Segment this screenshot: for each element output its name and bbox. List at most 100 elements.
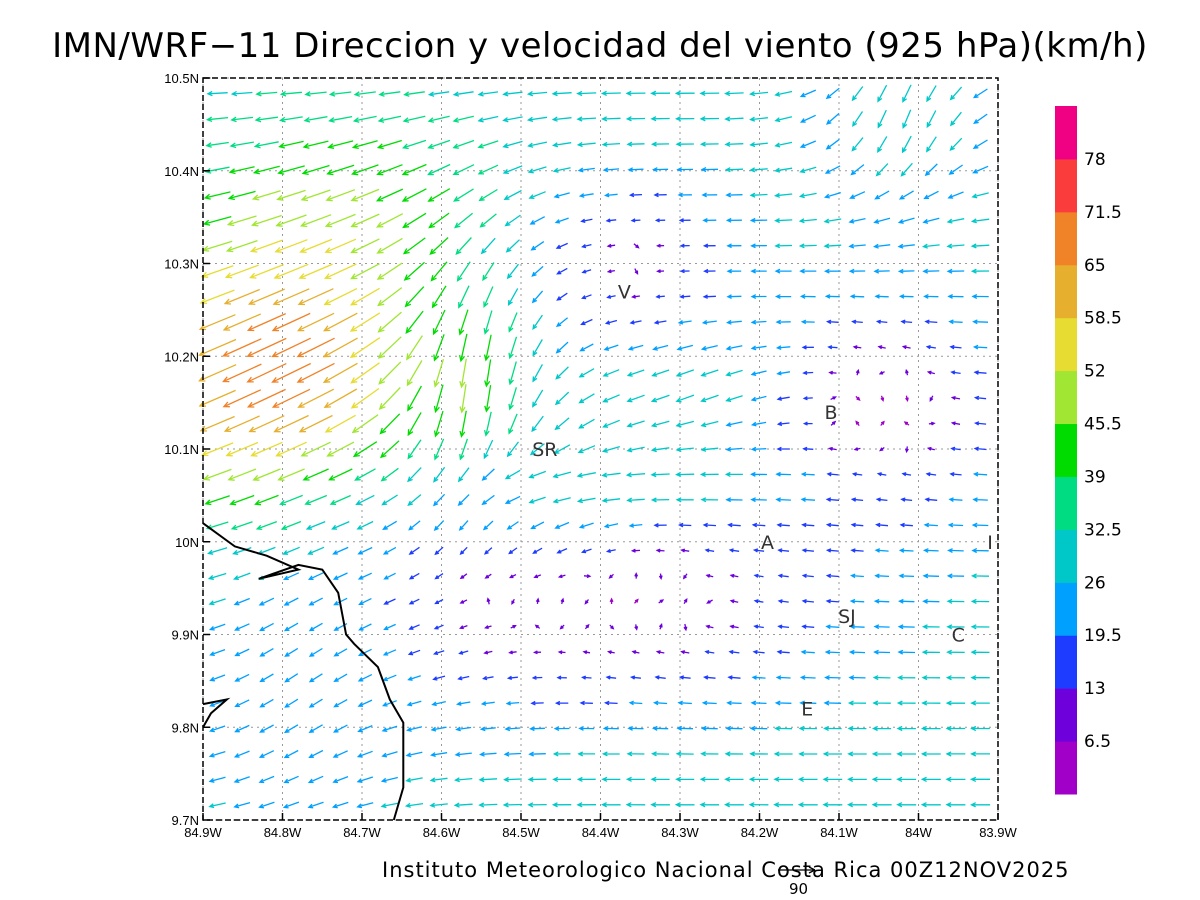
wind-arrow [580, 548, 592, 554]
wind-arrow [554, 700, 569, 706]
wind-arrow [332, 724, 348, 733]
wind-arrow [253, 141, 279, 149]
wind-arrow [627, 167, 644, 173]
wind-arrow [479, 726, 496, 732]
x-tick-label: 84.2W [741, 825, 779, 840]
wind-arrow [381, 751, 398, 758]
wind-arrow [655, 294, 665, 299]
wind-arrow [922, 598, 940, 604]
wind-arrow [459, 573, 468, 580]
wind-arrow [452, 164, 475, 175]
wind-arrow [625, 802, 646, 808]
city-label: I [987, 532, 993, 554]
wind-arrow [551, 116, 572, 122]
wind-arrow [283, 775, 299, 784]
wind-arrow [259, 648, 274, 657]
wind-arrow [896, 802, 917, 808]
wind-arrow [699, 141, 719, 147]
wind-arrow [922, 548, 939, 553]
wind-arrow [926, 370, 935, 375]
wind-arrow [851, 137, 864, 152]
wind-arrow [602, 726, 619, 731]
wind-arrow [852, 345, 862, 350]
wind-arrow [296, 312, 335, 332]
wind-arrow [726, 268, 742, 274]
x-tick-label: 84.7W [343, 825, 381, 840]
wind-arrow [928, 421, 936, 426]
wind-arrow [578, 522, 594, 529]
wind-arrow [603, 344, 619, 351]
wind-arrow [355, 494, 375, 505]
wind-arrow [403, 261, 425, 281]
wind-arrow [405, 310, 424, 334]
wind-arrow [584, 599, 590, 605]
wind-arrow [851, 319, 863, 324]
wind-arrow [527, 776, 547, 782]
wind-arrow [726, 319, 742, 325]
wind-arrow [880, 395, 885, 402]
wind-arrow [650, 420, 670, 428]
wind-arrow [581, 269, 592, 274]
wind-arrow [601, 141, 621, 147]
wind-arrow [433, 359, 445, 388]
wind-arrow [509, 574, 517, 579]
wind-arrow [607, 650, 615, 655]
wind-arrow [773, 802, 794, 808]
wind-arrow [774, 294, 792, 299]
wind-arrow [405, 751, 423, 758]
wind-arrow [872, 700, 891, 706]
wind-arrow [922, 624, 940, 630]
wind-arrow [799, 140, 817, 149]
wind-arrow [945, 725, 966, 732]
wind-arrow [323, 288, 358, 306]
wind-arrow [532, 314, 543, 331]
wind-arrow [478, 777, 498, 783]
wind-arrow [749, 192, 768, 198]
wind-arrow [505, 239, 520, 253]
wind-arrow [349, 312, 381, 332]
wind-arrow [227, 468, 257, 481]
wind-arrow [502, 116, 523, 123]
wind-arrow [349, 337, 381, 358]
wind-arrow [259, 673, 274, 683]
wind-arrow [675, 776, 695, 782]
wind-arrow [973, 446, 987, 452]
wind-arrow [750, 268, 767, 274]
wind-arrow [724, 776, 744, 782]
wind-arrow [775, 471, 791, 477]
wind-arrow [556, 675, 567, 680]
colorbar-label: 39 [1084, 467, 1106, 487]
wind-arrow [725, 369, 743, 377]
wind-arrow [601, 802, 621, 808]
colorbar-label: 45.5 [1084, 415, 1122, 435]
city-label: E [801, 699, 813, 721]
wind-arrow [530, 700, 544, 706]
wind-arrow [800, 497, 816, 502]
wind-arrow [207, 572, 227, 580]
wind-arrow [459, 546, 468, 556]
wind-arrow [802, 421, 813, 426]
wind-arrow [528, 751, 546, 757]
wind-arrow [249, 239, 283, 253]
wind-arrow [308, 673, 323, 683]
wind-arrow [680, 548, 690, 553]
wind-arrow [923, 190, 939, 200]
wind-arrow [377, 115, 402, 123]
wind-arrow [603, 523, 619, 529]
wind-arrow [825, 87, 840, 100]
wind-arrow [576, 141, 596, 148]
wind-arrow [578, 368, 595, 378]
wind-arrow [332, 572, 348, 580]
wind-arrow [873, 598, 890, 604]
wind-vectors [198, 84, 991, 809]
wind-arrow [431, 285, 447, 309]
wind-arrow [479, 751, 497, 757]
colorbar-label: 78 [1084, 150, 1106, 170]
wind-arrow [946, 598, 965, 604]
wind-arrow [774, 700, 792, 706]
wind-arrow [897, 243, 915, 249]
wind-arrow [897, 217, 915, 224]
wind-arrow [609, 624, 615, 630]
wind-arrow [634, 598, 639, 604]
wind-arrow [308, 647, 323, 657]
